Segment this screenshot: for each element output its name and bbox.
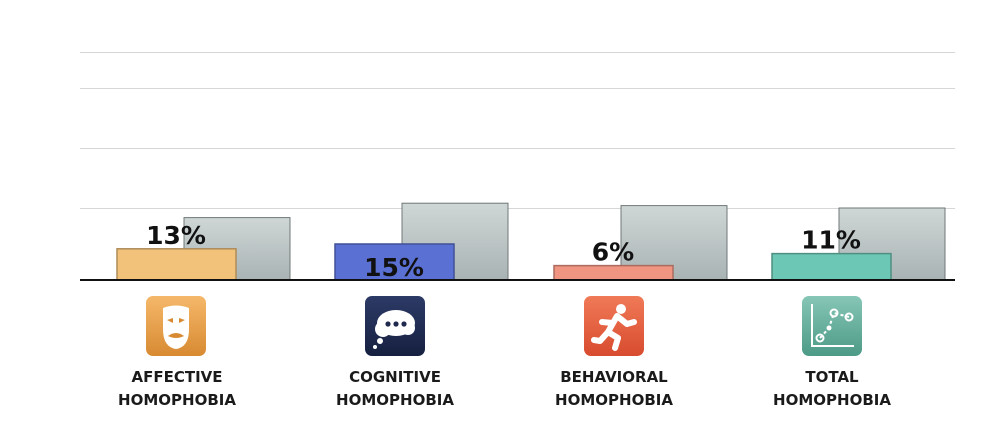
category-label-behavioral-line2: HOMOPHOBIA <box>555 391 673 409</box>
value-label-cognitive: 15% <box>364 253 424 282</box>
scatter-chart-icon <box>802 296 862 356</box>
category-label-total-line1: TOTAL <box>805 368 859 386</box>
bar-primary-affective <box>116 248 237 281</box>
category-label-behavioral-line1: BEHAVIORAL <box>560 368 668 386</box>
value-label-total: 11% <box>801 226 861 255</box>
value-label-affective: 13% <box>146 221 206 250</box>
gridlines <box>80 52 955 209</box>
bar-primary-total <box>771 252 892 281</box>
category-label-total-line2: HOMOPHOBIA <box>773 391 891 409</box>
category-label-cognitive-line1: COGNITIVE <box>349 368 441 386</box>
bar-primary-behavioral <box>553 264 674 281</box>
running-person-icon <box>584 296 644 356</box>
category-label-affective-line2: HOMOPHOBIA <box>118 391 236 409</box>
bar-secondary-behavioral <box>620 205 728 281</box>
bar-primary-cognitive <box>334 243 455 281</box>
value-label-behavioral: 6% <box>592 238 634 267</box>
value-labels: 13% 15% 6% 11% <box>146 221 861 282</box>
category-label-affective-line1: AFFECTIVE <box>131 368 222 386</box>
category-label-cognitive-line2: HOMOPHOBIA <box>336 391 454 409</box>
thought-bubble-icon <box>365 296 425 356</box>
theater-mask-icon <box>146 296 206 356</box>
